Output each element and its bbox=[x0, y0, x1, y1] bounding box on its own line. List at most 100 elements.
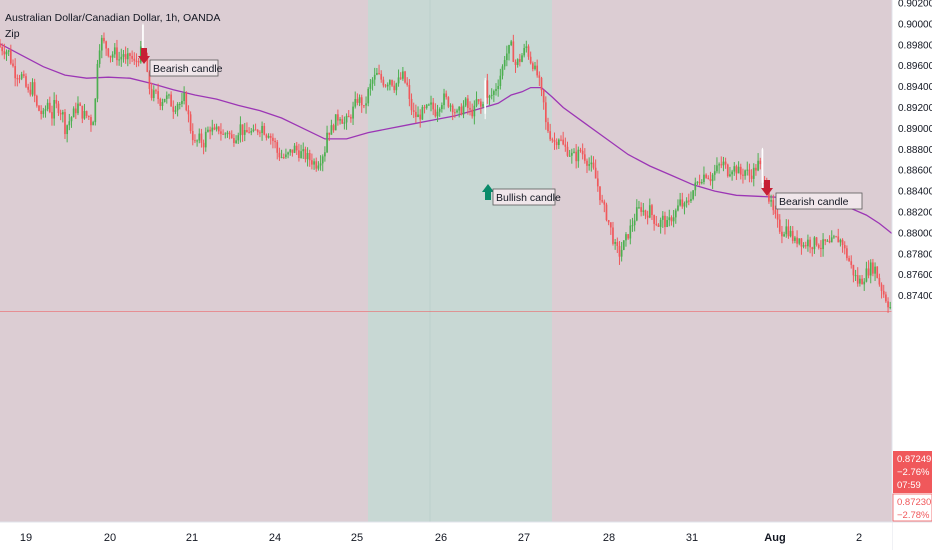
candle[interactable] bbox=[68, 113, 71, 131]
candle[interactable] bbox=[752, 163, 755, 187]
candle[interactable] bbox=[622, 240, 625, 251]
candle[interactable] bbox=[358, 94, 361, 107]
candle[interactable] bbox=[172, 100, 175, 119]
candle[interactable] bbox=[562, 131, 565, 146]
candle[interactable] bbox=[170, 91, 172, 107]
candle[interactable] bbox=[425, 103, 428, 110]
candle[interactable] bbox=[189, 111, 192, 134]
candle[interactable] bbox=[742, 168, 744, 184]
candle[interactable] bbox=[668, 209, 671, 227]
candle[interactable] bbox=[503, 55, 506, 70]
candle[interactable] bbox=[696, 181, 699, 185]
candle[interactable] bbox=[568, 149, 571, 157]
bearish-candle-annotation[interactable]: Bearish candle bbox=[138, 48, 223, 77]
candle[interactable] bbox=[605, 202, 608, 222]
candle[interactable] bbox=[176, 102, 179, 117]
candle[interactable] bbox=[155, 88, 157, 95]
candle[interactable] bbox=[276, 139, 279, 160]
candle[interactable] bbox=[35, 94, 38, 108]
candle[interactable] bbox=[250, 127, 253, 136]
candle[interactable] bbox=[194, 134, 196, 144]
candle[interactable] bbox=[352, 101, 354, 125]
candle[interactable] bbox=[514, 59, 517, 73]
candle[interactable] bbox=[79, 102, 81, 107]
candle[interactable] bbox=[547, 117, 549, 134]
candle[interactable] bbox=[120, 48, 123, 67]
candle[interactable] bbox=[174, 105, 177, 115]
candle[interactable] bbox=[655, 215, 658, 227]
candle[interactable] bbox=[27, 83, 30, 93]
candle[interactable] bbox=[152, 85, 155, 102]
candle[interactable] bbox=[670, 215, 673, 226]
candle[interactable] bbox=[371, 77, 374, 91]
candle[interactable] bbox=[521, 53, 523, 63]
candle[interactable] bbox=[447, 96, 450, 109]
candle[interactable] bbox=[718, 162, 720, 174]
candle[interactable] bbox=[135, 53, 138, 68]
candle[interactable] bbox=[92, 120, 94, 126]
candle[interactable] bbox=[113, 43, 116, 58]
candle[interactable] bbox=[789, 225, 792, 238]
candle[interactable] bbox=[9, 44, 12, 65]
candle[interactable] bbox=[683, 201, 686, 215]
candle[interactable] bbox=[583, 148, 586, 164]
candle[interactable] bbox=[794, 235, 796, 244]
candle[interactable] bbox=[471, 103, 474, 119]
candle[interactable] bbox=[778, 214, 781, 234]
candle[interactable] bbox=[315, 157, 318, 172]
candle[interactable] bbox=[122, 49, 125, 63]
candle[interactable] bbox=[20, 71, 23, 81]
candle[interactable] bbox=[480, 98, 482, 114]
candle[interactable] bbox=[365, 96, 367, 114]
candle[interactable] bbox=[137, 58, 140, 67]
candle[interactable] bbox=[319, 155, 322, 171]
candle[interactable] bbox=[341, 115, 344, 124]
candle[interactable] bbox=[833, 234, 835, 239]
candle[interactable] bbox=[246, 122, 248, 133]
candle[interactable] bbox=[168, 93, 170, 99]
candle[interactable] bbox=[694, 177, 697, 197]
candle[interactable] bbox=[477, 98, 480, 105]
candle[interactable] bbox=[29, 81, 32, 97]
candle[interactable] bbox=[646, 210, 649, 225]
candle[interactable] bbox=[399, 72, 402, 80]
candle[interactable] bbox=[443, 88, 445, 110]
candle[interactable] bbox=[659, 217, 662, 234]
candle[interactable] bbox=[560, 135, 562, 142]
bearish-candle-annotation[interactable]: Bearish candle bbox=[761, 180, 863, 210]
candle[interactable] bbox=[31, 78, 34, 97]
candle[interactable] bbox=[482, 101, 484, 108]
candle[interactable] bbox=[90, 114, 92, 132]
candle[interactable] bbox=[731, 169, 733, 181]
candle[interactable] bbox=[454, 108, 456, 118]
candle[interactable] bbox=[698, 174, 701, 186]
candle[interactable] bbox=[843, 241, 846, 255]
candle[interactable] bbox=[690, 191, 692, 203]
candle[interactable] bbox=[770, 194, 772, 207]
candle[interactable] bbox=[438, 107, 441, 117]
candle[interactable] bbox=[183, 86, 185, 105]
candle[interactable] bbox=[729, 166, 731, 178]
candle[interactable] bbox=[410, 93, 413, 116]
candle[interactable] bbox=[107, 47, 110, 58]
candle[interactable] bbox=[278, 147, 281, 161]
candle[interactable] bbox=[889, 301, 892, 310]
candle[interactable] bbox=[308, 149, 311, 167]
candle[interactable] bbox=[1, 43, 4, 56]
candle[interactable] bbox=[791, 226, 794, 244]
candle[interactable] bbox=[490, 88, 493, 100]
candle[interactable] bbox=[467, 95, 469, 115]
candle[interactable] bbox=[473, 100, 476, 125]
candle[interactable] bbox=[848, 255, 850, 262]
candle[interactable] bbox=[603, 199, 606, 213]
candle[interactable] bbox=[460, 103, 463, 116]
candle[interactable] bbox=[817, 243, 820, 250]
candle[interactable] bbox=[807, 234, 809, 252]
candle[interactable] bbox=[796, 230, 798, 248]
candle[interactable] bbox=[620, 241, 623, 262]
candle[interactable] bbox=[674, 208, 677, 224]
candle[interactable] bbox=[436, 104, 439, 122]
candle[interactable] bbox=[651, 203, 653, 221]
candle[interactable] bbox=[161, 98, 164, 111]
